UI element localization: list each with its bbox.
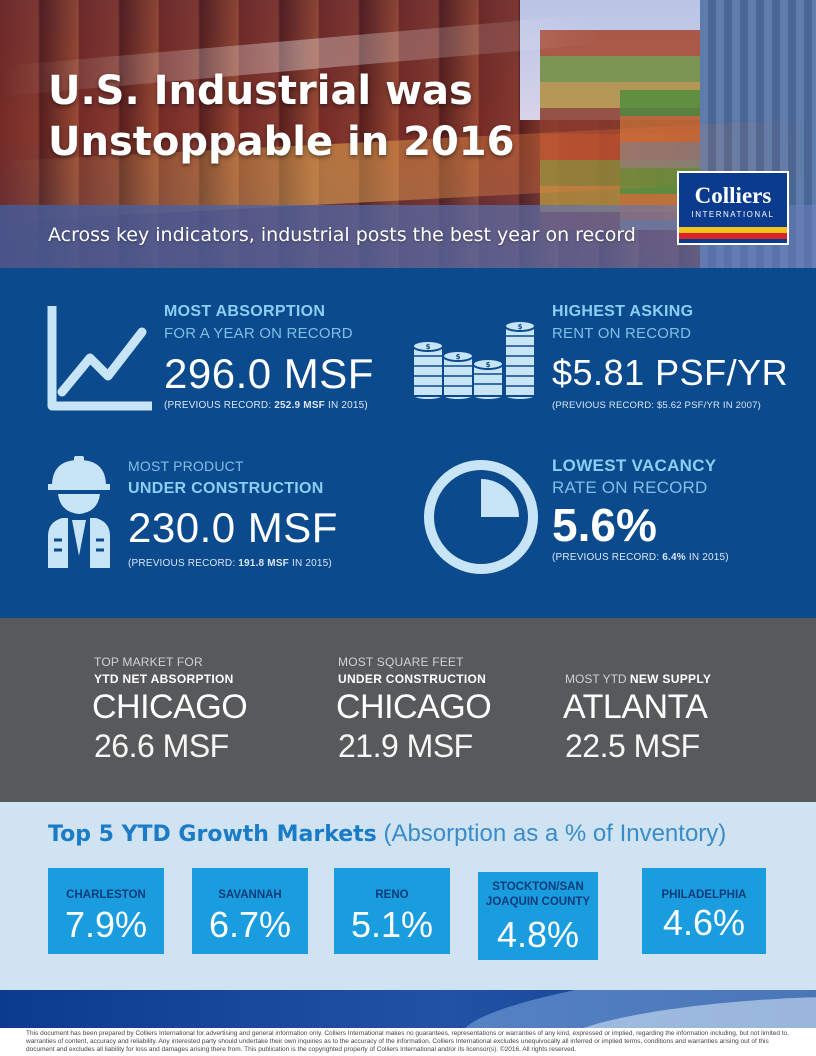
legal-disclaimer: This document has been prepared by Colli… [26, 1030, 789, 1053]
market-3-metric: NEW SUPPLY [629, 672, 712, 686]
absorption-sub: FOR A YEAR ON RECORD [164, 325, 353, 342]
market-1-metric: YTD NET ABSORPTION [94, 672, 234, 686]
growth-market-percent: 5.1% [350, 904, 434, 945]
coin-stacks-icon: $ $ $ $ [412, 320, 536, 400]
svg-text:$: $ [486, 361, 491, 369]
construction-heading: UNDER CONSTRUCTION [128, 480, 324, 497]
growth-market-name: RENO [375, 889, 409, 901]
absorption-value: 296.0 MSF [164, 350, 374, 397]
growth-title-light: (Absorption as a % of Inventory) [376, 820, 727, 847]
growth-title: Top 5 YTD Growth Markets (Absorption as … [48, 820, 726, 848]
market-1-label: TOP MARKET FOR [94, 655, 203, 669]
market-2-city: CHICAGO [336, 688, 492, 726]
construction-worker-icon [48, 456, 110, 568]
colliers-logo: Colliers INTERNATIONAL [677, 171, 789, 245]
vacancy-sub: RATE ON RECORD [552, 478, 708, 497]
hero-banner: U.S. Industrial was Unstoppable in 2016 … [0, 0, 816, 268]
growth-market-name: PHILADELPHIA [661, 889, 747, 901]
page-title: U.S. Industrial was Unstoppable in 2016 [48, 66, 568, 168]
market-1-value: 26.6 MSF [94, 728, 229, 764]
vacancy-previous: (PREVIOUS RECORD: 6.4% IN 2015) [552, 552, 729, 563]
vacancy-pie-slice [481, 479, 519, 517]
svg-text:$: $ [518, 323, 523, 331]
growth-market-3: RENO 5.1% [334, 868, 450, 954]
logo-subtext: INTERNATIONAL [691, 210, 775, 219]
growth-market-name: CHARLESTON [66, 889, 146, 901]
logo-red-bar [679, 233, 787, 239]
market-2-label: MOST SQUARE FEET [338, 655, 464, 669]
growth-market-percent: 6.7% [208, 904, 292, 945]
svg-text:$: $ [456, 353, 461, 361]
growth-market-5: PHILADELPHIA 4.6% [642, 868, 766, 954]
line-chart-icon [47, 306, 152, 411]
construction-sub: MOST PRODUCT [128, 458, 244, 474]
svg-text:$: $ [426, 343, 431, 351]
pie-chart-icon [424, 460, 538, 574]
growth-market-percent: 4.8% [496, 914, 580, 955]
footer-wave-band [0, 990, 816, 1028]
market-3-label: MOST YTD [565, 672, 630, 686]
growth-market-percent: 4.6% [662, 902, 746, 943]
rent-heading: HIGHEST ASKING [552, 303, 694, 320]
market-1-city: CHICAGO [92, 688, 248, 726]
growth-market-1: CHARLESTON 7.9% [48, 868, 164, 954]
market-3-value: 22.5 MSF [565, 728, 700, 764]
absorption-previous: (PREVIOUS RECORD: 252.9 MSF IN 2015) [164, 400, 368, 411]
rent-value: $5.81 PSF/YR [552, 352, 789, 393]
growth-market-2: SAVANNAH 6.7% [192, 868, 308, 954]
absorption-heading: MOST ABSORPTION [164, 303, 326, 320]
growth-title-bold: Top 5 YTD Growth Markets [48, 822, 377, 847]
market-2-metric: UNDER CONSTRUCTION [338, 672, 487, 686]
market-2-value: 21.9 MSF [338, 728, 473, 764]
growth-market-name: SAVANNAH [218, 889, 282, 901]
growth-market-4: STOCKTON/SAN JOAQUIN COUNTY 4.8% [478, 872, 598, 960]
growth-market-name: STOCKTON/SAN JOAQUIN COUNTY [485, 881, 591, 908]
market-3-city: ATLANTA [563, 688, 708, 726]
growth-market-percent: 7.9% [64, 904, 148, 945]
logo-name: Colliers [694, 183, 772, 208]
rent-previous: (PREVIOUS RECORD: $5.62 PSF/YR IN 2007) [552, 400, 761, 411]
logo-yellow-bar [679, 227, 787, 233]
rent-sub: RENT ON RECORD [552, 325, 692, 342]
title-line-1: U.S. Industrial was [48, 68, 473, 114]
market-3-label-row: MOST YTD NEW SUPPLY [565, 672, 711, 686]
construction-previous: (PREVIOUS RECORD: 191.8 MSF IN 2015) [128, 558, 332, 569]
page-subtitle: Across key indicators, industrial posts … [48, 224, 636, 246]
top-markets-section: TOP MARKET FOR YTD NET ABSORPTION CHICAG… [0, 618, 816, 802]
growth-markets-section: Top 5 YTD Growth Markets (Absorption as … [0, 802, 816, 990]
construction-value: 230.0 MSF [128, 504, 338, 551]
record-stats-section: MOST ABSORPTION FOR A YEAR ON RECORD 296… [0, 268, 816, 618]
vacancy-value: 5.6% [552, 499, 657, 551]
vacancy-heading: LOWEST VACANCY [552, 456, 717, 475]
title-line-2: Unstoppable in 2016 [48, 119, 515, 165]
